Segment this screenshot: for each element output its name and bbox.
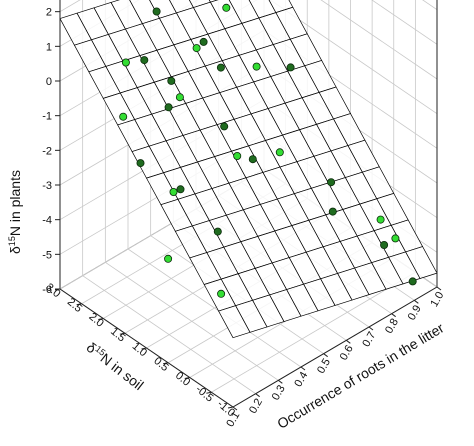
x-tick-mark xyxy=(232,406,238,411)
x-tick-mark xyxy=(346,339,351,344)
x-tick-label: 0.2 xyxy=(247,397,265,416)
z-tick-label: 1 xyxy=(46,41,52,53)
z-tick-label: -4 xyxy=(42,215,52,227)
grid-line xyxy=(320,0,438,80)
data-point-dark xyxy=(140,56,149,65)
data-point-light xyxy=(169,187,178,196)
data-point-light xyxy=(391,234,400,243)
y-tick-mark xyxy=(98,318,104,320)
x-tick-label: 0.4 xyxy=(292,370,310,389)
x-tick-label: 0.6 xyxy=(338,343,356,362)
data-point-light xyxy=(252,62,261,71)
z-tick-label: -1 xyxy=(42,111,52,123)
data-point-dark xyxy=(176,185,185,194)
x-tick-label: 0.8 xyxy=(383,317,401,336)
surface-cell xyxy=(218,305,251,339)
data-point-light xyxy=(222,3,231,12)
x-tick-mark xyxy=(255,393,260,398)
data-point-light xyxy=(233,151,242,160)
x-tick-mark xyxy=(436,286,442,291)
data-point-light xyxy=(275,148,284,157)
y-tick-mark xyxy=(54,288,61,291)
data-point-dark xyxy=(248,155,257,164)
x-tick-label: 0.5 xyxy=(315,357,333,376)
z-tick-label: 2 xyxy=(46,7,52,19)
z-tick-label: -3 xyxy=(42,180,52,192)
grid-line xyxy=(211,271,416,393)
y-tick-mark xyxy=(206,391,212,394)
data-point-dark xyxy=(164,103,173,112)
data-point-light xyxy=(119,112,128,121)
y-tick-mark xyxy=(227,406,234,409)
z-tick-label: -5 xyxy=(42,249,52,261)
data-point-dark xyxy=(328,207,337,216)
data-points xyxy=(119,3,417,298)
x-tick-mark xyxy=(323,353,328,358)
data-point-dark xyxy=(380,240,389,249)
data-point-dark xyxy=(152,7,161,16)
data-point-dark xyxy=(327,178,336,187)
axes xyxy=(54,0,442,411)
z-tick-label: -6 xyxy=(42,284,52,296)
y-tick-mark xyxy=(76,303,82,306)
data-point-light xyxy=(376,215,385,224)
x-tick-mark xyxy=(391,313,396,318)
data-point-dark xyxy=(213,227,222,236)
data-point-dark xyxy=(408,277,417,286)
data-point-dark xyxy=(216,63,225,72)
x-tick-mark xyxy=(414,299,419,304)
data-point-light xyxy=(192,44,201,53)
z-axis-title: δ15N in plants xyxy=(7,170,23,254)
data-point-light xyxy=(121,58,130,67)
data-point-dark xyxy=(167,76,176,85)
fitted-surface xyxy=(59,0,438,339)
y-tick-mark xyxy=(141,347,147,350)
z-tick-label: 0 xyxy=(46,76,52,88)
y-tick-mark xyxy=(119,332,125,335)
x-axis-line xyxy=(232,286,438,408)
z-tick-label: -2 xyxy=(42,145,52,157)
tick-labels: -6-5-4-3-2-10123-1.0-0.50.00.51.01.52.02… xyxy=(42,7,446,429)
data-point-dark xyxy=(286,63,295,72)
x-tick-label: 0.3 xyxy=(270,383,288,402)
data-point-light xyxy=(175,93,184,102)
data-point-dark xyxy=(220,122,229,131)
data-point-dark xyxy=(136,159,145,168)
grid-line xyxy=(371,0,438,45)
x-tick-mark xyxy=(278,379,283,384)
x-tick-label: 0.7 xyxy=(360,330,378,349)
data-point-light xyxy=(217,289,226,298)
x-tick-mark xyxy=(300,366,306,371)
x-tick-label: 0.9 xyxy=(406,303,424,322)
data-point-light xyxy=(164,254,173,263)
data-point-dark xyxy=(199,37,208,46)
x-tick-label: 1.0 xyxy=(428,290,446,309)
y-tick-mark xyxy=(184,377,190,379)
y-tick-mark xyxy=(163,362,169,365)
x-tick-mark xyxy=(368,326,374,331)
